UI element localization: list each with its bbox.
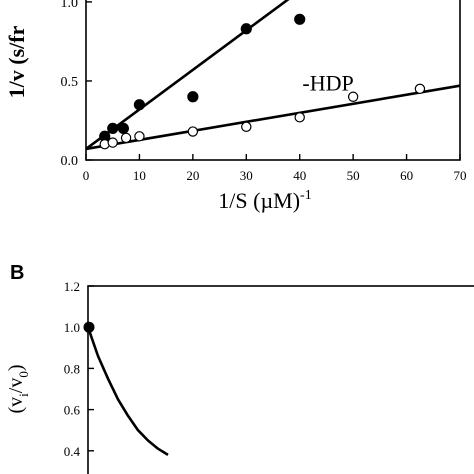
panel-a-x-tick-label: 20	[186, 168, 199, 183]
open-point	[347, 91, 359, 102]
panel-b-y-tick-label: 0.6	[64, 403, 81, 418]
open-point	[294, 112, 305, 123]
panel-a-y-axis-label: 1/v (s/fr	[4, 25, 29, 98]
panel-a-y-tick-label: 0.5	[61, 75, 79, 90]
panel-b-y-tick-label: 0.4	[64, 444, 81, 459]
panel-b-inhibition-curve	[86, 326, 169, 457]
filled-point	[117, 122, 130, 134]
panel-a-x-tick-label: 70	[454, 168, 467, 183]
open-point	[107, 137, 118, 148]
panel-b: B 0.4 0.6 0.8 1.0 1.2 (vi/v0)	[5, 262, 474, 474]
panel-b-y-axis-label-open: (v	[5, 397, 27, 414]
panel-a-x-tick-label: 30	[240, 168, 253, 183]
panel-a-fit-line-series-2	[85, 84, 461, 151]
panel-b-curve	[86, 326, 169, 457]
panel-a-x-tick-label: 0	[83, 168, 90, 183]
panel-a-x-axis-label-main: 1/S (µM)	[218, 188, 300, 213]
filled-point	[83, 321, 95, 333]
panel-b-y-axis-label-sub-0: 0	[16, 371, 31, 378]
panel-a-fit-lines	[85, 0, 461, 151]
panel-b-y-tick-label: 0.8	[64, 361, 80, 376]
panel-a-ticks: 0 10 20 30 40 50 60 70 0.0 0.5 1.0	[61, 0, 467, 183]
panel-a-y-tick-label: 0.0	[61, 154, 79, 169]
panel-b-frame	[87, 285, 474, 474]
panel-a-x-tick-label: 60	[400, 168, 413, 183]
panel-b-y-axis-label-slash-v: /v	[5, 378, 27, 394]
open-point	[414, 83, 426, 95]
filled-point	[133, 99, 146, 111]
panel-b-points	[83, 321, 95, 333]
open-point	[120, 132, 132, 144]
open-point	[134, 131, 145, 142]
panel-a-plot-frame	[85, 0, 461, 161]
filled-point	[107, 122, 119, 134]
filled-point	[187, 91, 199, 103]
panel-b-y-axis-label-sub-i: i	[16, 393, 31, 397]
panel-a: 0 10 20 30 40 50 60 70 0.0 0.5 1.0 -HDP 1/S (µM)-1…	[4, 0, 467, 213]
panel-b-ticks: 0.4 0.6 0.8 1.0 1.2	[64, 279, 94, 459]
panel-b-y-tick-label: 1.0	[64, 320, 80, 335]
open-point	[241, 121, 252, 133]
panel-a-x-tick-label: 50	[347, 168, 360, 183]
panel-b-plot-frame	[87, 285, 474, 474]
panel-b-y-axis-label: (vi/v0)	[5, 364, 31, 413]
panel-a-x-axis-label-superscript: -1	[300, 188, 312, 203]
panel-a-points	[99, 13, 426, 150]
panel-b-label: B	[10, 262, 24, 284]
filled-point	[240, 23, 252, 35]
panel-a-frame	[85, 0, 461, 161]
panel-a-x-axis-label: 1/S (µM)-1	[218, 188, 311, 213]
panel-a-fit-line-series-1	[85, 0, 290, 150]
panel-a-x-tick-label: 40	[293, 168, 306, 183]
panel-a-x-tick-label: 10	[133, 168, 146, 183]
panel-b-y-axis-label-close: )	[5, 364, 27, 371]
filled-point	[294, 13, 306, 25]
annotation-hdp: -HDP	[302, 71, 353, 96]
panel-b-y-tick-label: 1.2	[64, 279, 80, 294]
open-point	[187, 126, 199, 137]
panel-a-y-tick-label: 1.0	[61, 0, 79, 11]
